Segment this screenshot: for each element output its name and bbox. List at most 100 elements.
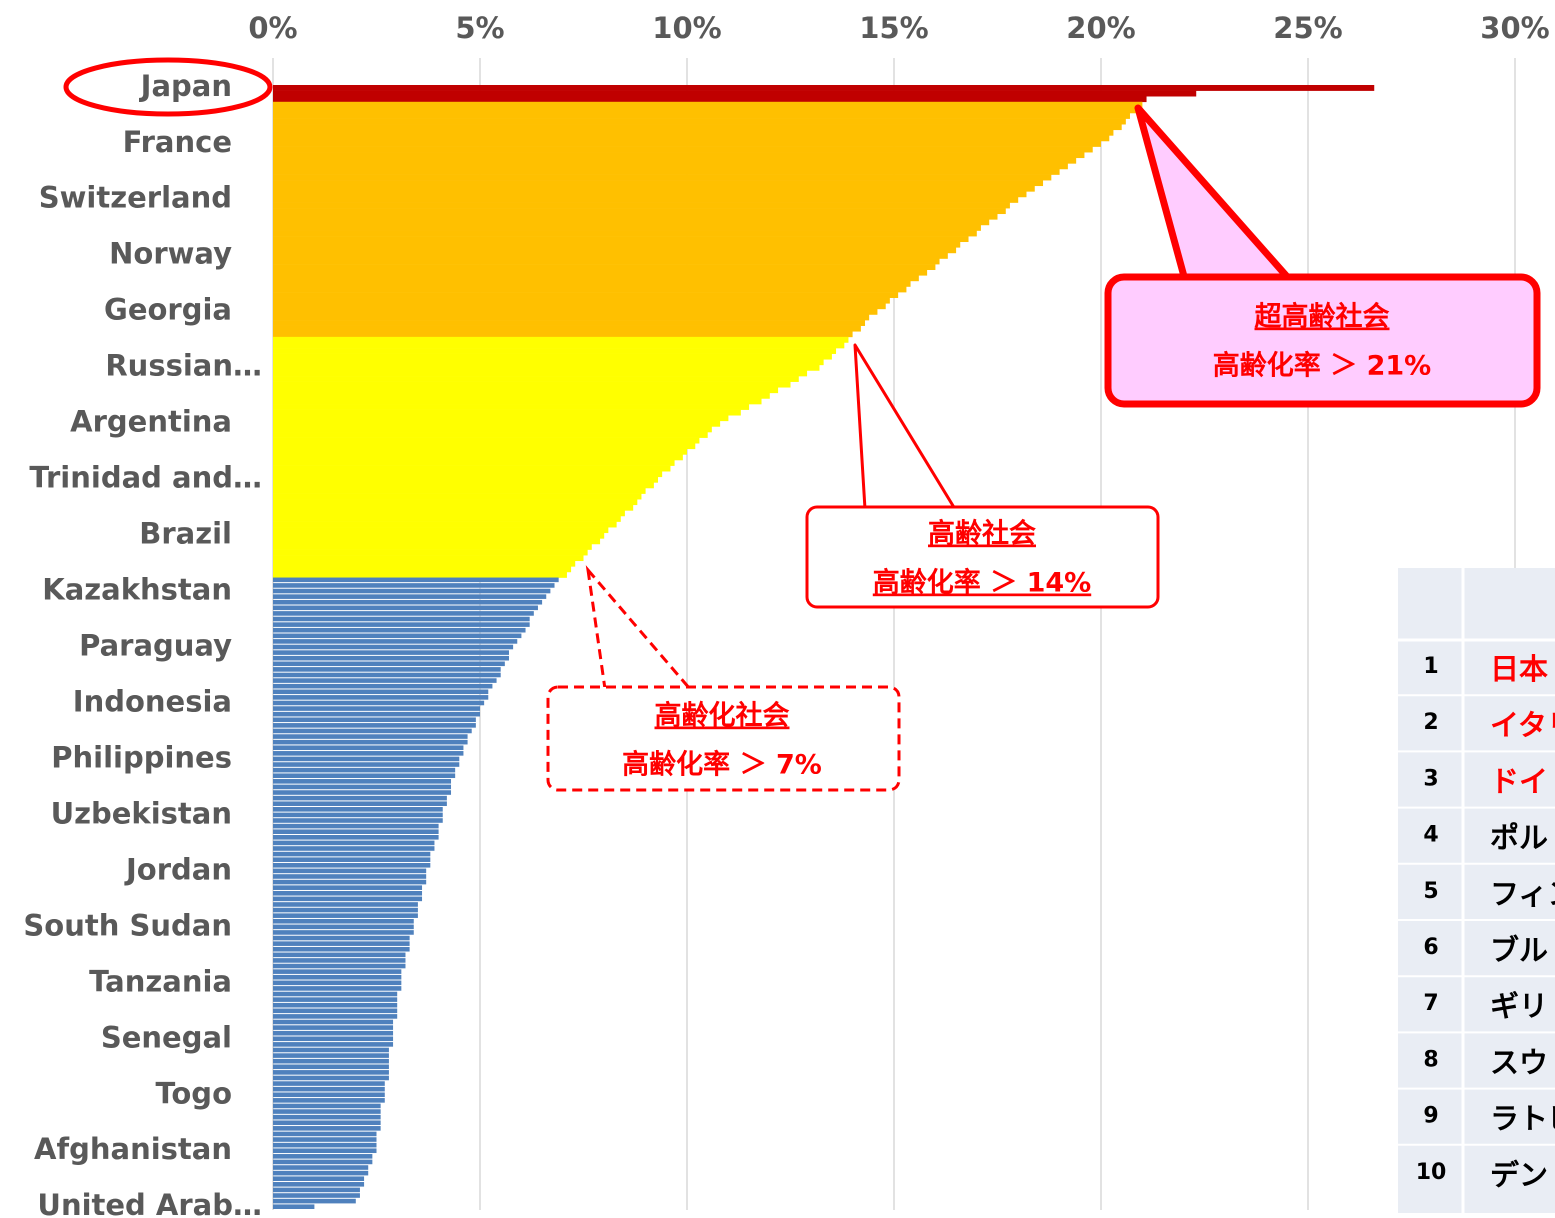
bar (273, 247, 957, 254)
rank: 7 (1423, 991, 1438, 1016)
bar (273, 1030, 394, 1036)
bar (273, 521, 617, 528)
bar (273, 851, 431, 857)
bar (273, 471, 663, 478)
bar (273, 997, 398, 1002)
bar (273, 1081, 385, 1086)
bar (273, 885, 423, 890)
y-tick-label: Argentina (70, 405, 232, 439)
y-tick-label: Switzerland (39, 181, 232, 215)
bar (273, 974, 402, 980)
bar (273, 756, 460, 762)
bar (273, 1025, 394, 1030)
bar (273, 1193, 360, 1198)
bar (273, 835, 439, 840)
bar (273, 667, 501, 672)
bar (273, 599, 543, 605)
bar (273, 1103, 381, 1109)
bar (273, 723, 476, 728)
bar (273, 342, 845, 349)
bar (273, 571, 567, 578)
bar (273, 118, 1126, 125)
bar (273, 739, 468, 745)
bar (273, 952, 406, 958)
bar (273, 935, 410, 941)
bar (273, 1142, 377, 1148)
bar (273, 1204, 315, 1209)
bar (273, 314, 870, 321)
country: ドイ (1490, 764, 1548, 798)
bar (273, 465, 671, 472)
bar (273, 152, 1085, 159)
bar (273, 594, 547, 599)
bar (273, 689, 489, 695)
bar (273, 482, 654, 489)
bar (273, 946, 410, 952)
country: ブル (1490, 933, 1548, 967)
y-tick-label: Jordan (124, 852, 232, 886)
bar (273, 208, 1006, 215)
bar (273, 605, 538, 611)
bar (273, 476, 659, 483)
callout-text: 高齢化率 ＞ 7% (622, 749, 822, 781)
bar (273, 359, 824, 366)
x-tick-label: 30% (1480, 11, 1549, 45)
bar (273, 1014, 398, 1019)
bar (273, 879, 427, 885)
bar (273, 1109, 381, 1114)
bar (273, 1036, 394, 1042)
y-tick-label: Russian… (105, 349, 262, 383)
bar (273, 381, 791, 388)
callout-pointer (1134, 104, 1294, 284)
bar (273, 890, 423, 896)
bar (273, 146, 1093, 153)
bar (273, 1070, 389, 1075)
bar (273, 90, 1197, 97)
rank: 5 (1423, 879, 1438, 904)
bar (273, 224, 981, 231)
bar (273, 1047, 389, 1053)
bar (273, 622, 530, 627)
bar (273, 695, 489, 700)
callout-title: 超高齢社会 (1255, 301, 1390, 333)
bar (273, 392, 770, 399)
callout-box (805, 505, 1160, 609)
callout-text: 高齢化率 ＞ 21% (1213, 350, 1431, 382)
bar (273, 538, 601, 545)
bar (273, 801, 447, 807)
bar (273, 762, 460, 767)
bar (273, 644, 514, 650)
bar (273, 286, 907, 293)
bar (273, 275, 919, 282)
bar (273, 840, 435, 846)
bar (273, 611, 534, 616)
bar (273, 1176, 365, 1182)
bar (273, 661, 505, 667)
bar (273, 980, 402, 986)
bar (273, 157, 1077, 164)
rank: 1 (1423, 654, 1438, 679)
bar (273, 1042, 394, 1047)
bar (273, 196, 1019, 203)
bar (273, 902, 418, 907)
bar (273, 773, 456, 779)
bar (273, 678, 497, 683)
callout-aging: 高齢化社会 高齢化率 ＞ 7% (546, 565, 901, 792)
callout-join (862, 509, 952, 514)
bar (273, 650, 509, 655)
bar (273, 527, 609, 534)
bar (273, 415, 729, 422)
callout-join (603, 689, 688, 694)
bar (273, 627, 526, 633)
bar (273, 874, 427, 879)
bar (273, 174, 1052, 181)
callout-join (1180, 283, 1295, 291)
rank: 3 (1423, 766, 1438, 791)
y-tick-label: Senegal (101, 1020, 232, 1054)
y-tick-label: Afghanistan (34, 1132, 232, 1166)
bar (273, 639, 518, 644)
bar (273, 1086, 385, 1092)
bar (273, 1137, 377, 1142)
bar (273, 790, 452, 795)
